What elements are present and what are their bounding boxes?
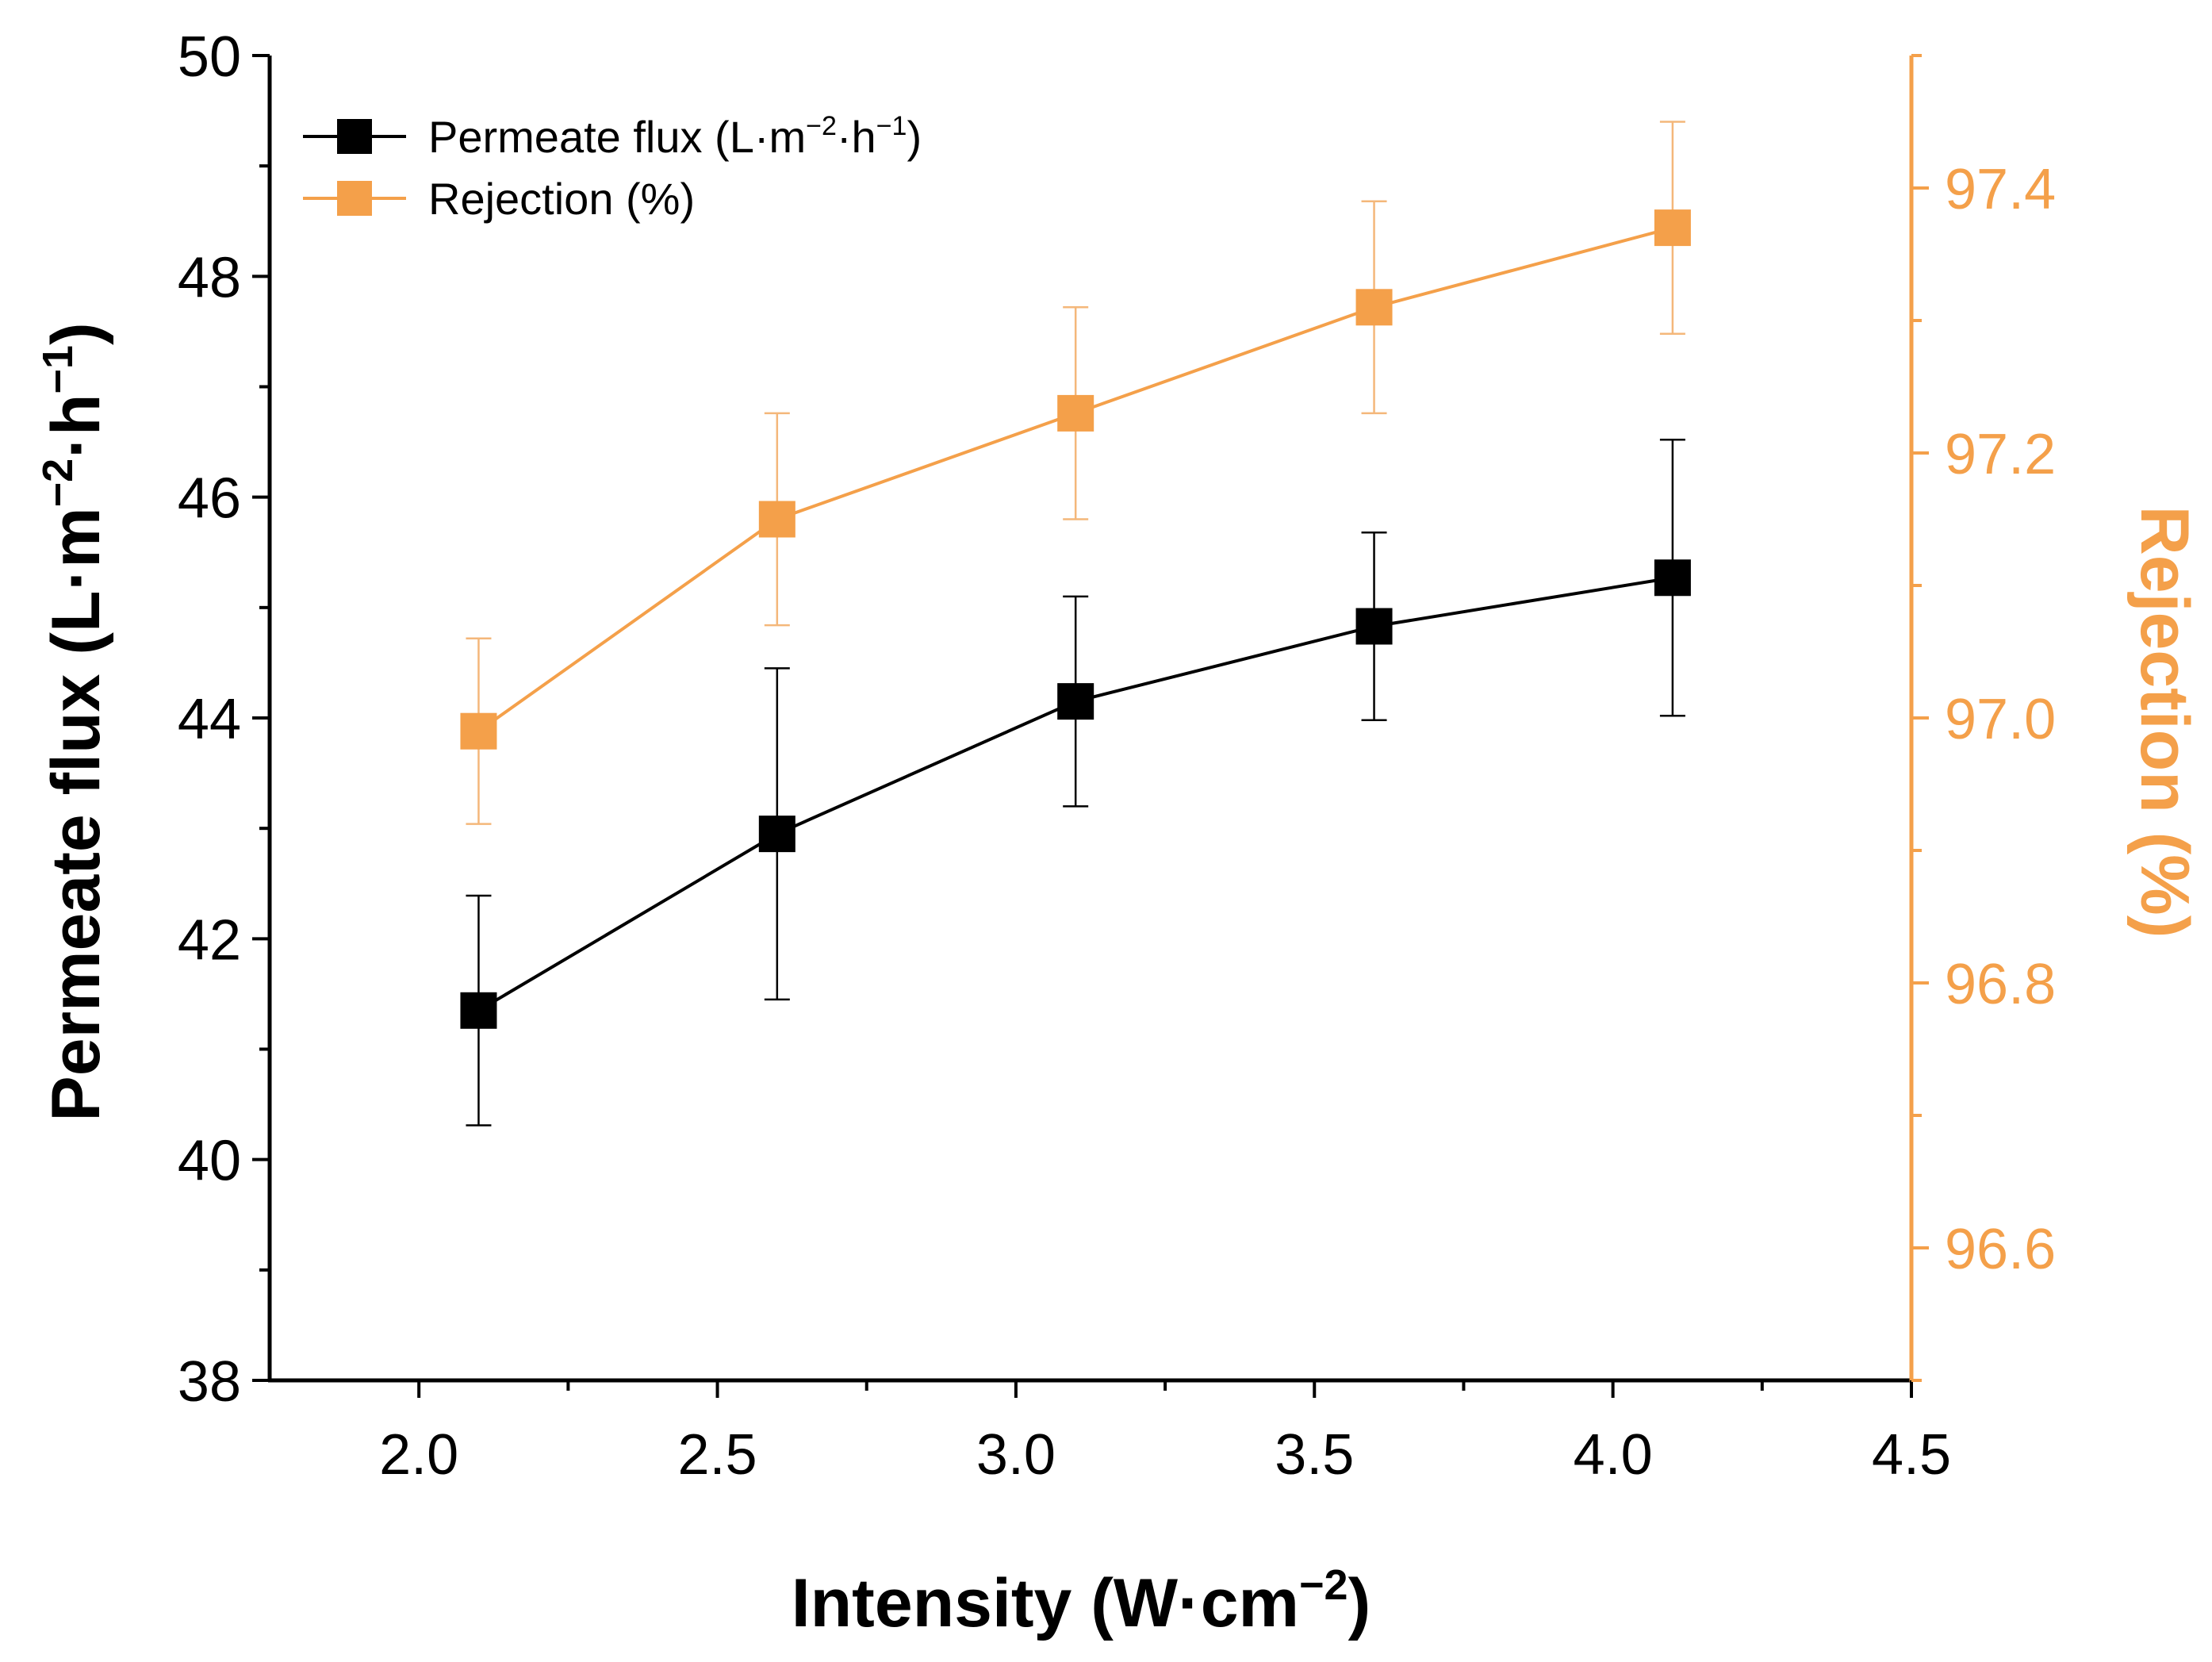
legend-label-flux: Permeate flux (L·m−2·h−1) bbox=[428, 111, 922, 162]
right-y-axis-ticks: 96.6 96.8 97.0 97.2 97.4 bbox=[1911, 54, 2056, 1382]
data-point-flux bbox=[1654, 559, 1691, 597]
right-y-axis-title: Rejection (%) bbox=[2126, 506, 2202, 938]
legend-swatch-marker-rejection bbox=[337, 181, 372, 216]
x-axis-title: Intensity (W·cm−2) bbox=[792, 1561, 1371, 1641]
left-y-tick-label: 50 bbox=[178, 25, 241, 89]
left-y-tick-label: 42 bbox=[178, 908, 241, 972]
left-y-axis-title: Permeate flux (L·m−2·h−1) bbox=[34, 322, 114, 1121]
right-y-tick-label: 97.0 bbox=[1945, 688, 2056, 751]
left-y-axis-ticks: 38 40 42 44 46 48 50 bbox=[178, 25, 270, 1414]
series-layer bbox=[460, 121, 1691, 1127]
legend-swatch-marker-flux bbox=[337, 119, 372, 154]
x-tick-label: 4.5 bbox=[1872, 1423, 1951, 1487]
x-tick-label: 3.0 bbox=[976, 1423, 1056, 1487]
left-y-tick-label: 48 bbox=[178, 246, 241, 309]
data-point-flux bbox=[460, 992, 497, 1029]
x-axis-ticks: 2.0 2.5 3.0 3.5 4.0 4.5 bbox=[379, 1380, 1951, 1487]
left-y-tick-label: 38 bbox=[178, 1350, 241, 1414]
data-point-flux bbox=[1355, 608, 1393, 645]
data-point-flux bbox=[1057, 683, 1094, 720]
right-y-tick-label: 96.6 bbox=[1945, 1218, 2056, 1281]
left-y-tick-label: 46 bbox=[178, 467, 241, 531]
right-y-tick-label: 97.2 bbox=[1945, 423, 2056, 486]
x-tick-label: 2.5 bbox=[677, 1423, 757, 1487]
right-y-tick-label: 96.8 bbox=[1945, 953, 2056, 1016]
left-y-tick-label: 44 bbox=[178, 688, 241, 751]
legend: Permeate flux (L·m−2·h−1) Rejection (%) bbox=[303, 111, 922, 224]
data-point-rejection bbox=[1057, 394, 1094, 432]
data-point-rejection bbox=[758, 501, 795, 538]
data-point-rejection bbox=[1654, 209, 1691, 247]
right-y-tick-label: 97.4 bbox=[1945, 158, 2056, 221]
data-point-rejection bbox=[460, 712, 497, 750]
legend-label-rejection: Rejection (%) bbox=[428, 174, 695, 224]
data-point-flux bbox=[758, 816, 795, 853]
data-point-rejection bbox=[1355, 289, 1393, 326]
x-tick-label: 4.0 bbox=[1574, 1423, 1653, 1487]
x-tick-label: 3.5 bbox=[1275, 1423, 1354, 1487]
left-y-tick-label: 40 bbox=[178, 1130, 241, 1193]
x-tick-label: 2.0 bbox=[379, 1423, 458, 1487]
